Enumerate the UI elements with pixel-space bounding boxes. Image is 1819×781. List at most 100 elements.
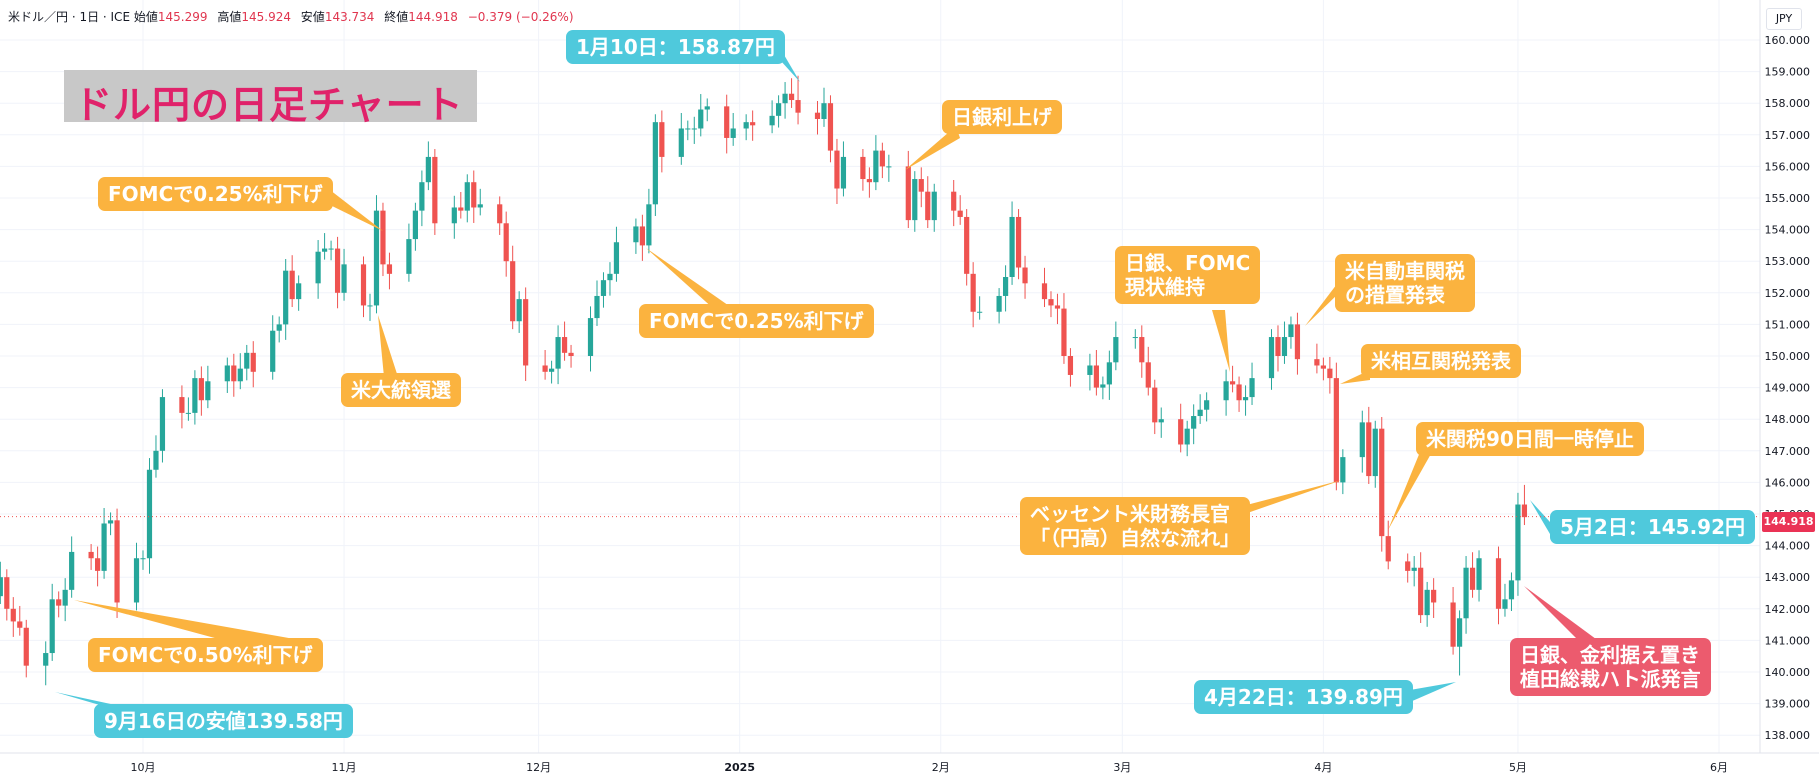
callout-pointer bbox=[646, 248, 735, 310]
candle-body bbox=[1456, 618, 1463, 647]
high-value: 145.924 bbox=[241, 10, 291, 24]
candle-body bbox=[646, 204, 652, 246]
candle-body bbox=[1327, 368, 1333, 379]
candle-body bbox=[250, 352, 256, 372]
candle-body bbox=[957, 210, 963, 217]
callout-pointer bbox=[780, 48, 800, 82]
candle-body bbox=[1067, 356, 1074, 375]
price-tick-label: 154.000 bbox=[1765, 224, 1811, 237]
candle-body bbox=[1340, 457, 1346, 483]
candle-body bbox=[334, 248, 341, 293]
price-tick-label: 147.000 bbox=[1765, 445, 1811, 458]
price-tick-label: 143.000 bbox=[1765, 571, 1811, 584]
callout-pointer bbox=[905, 126, 960, 170]
candle-body bbox=[685, 128, 691, 130]
candle-body bbox=[613, 242, 620, 274]
candle-body bbox=[1223, 381, 1229, 401]
time-tick-label: 4月 bbox=[1314, 761, 1332, 774]
candle-body bbox=[114, 520, 120, 603]
annotation-bessent: ベッセント米財務長官 「（円高）自然な流れ」 bbox=[1020, 497, 1250, 555]
candle-body bbox=[477, 204, 483, 208]
candle-body bbox=[775, 103, 782, 116]
candle-body bbox=[69, 551, 75, 590]
candle-body bbox=[873, 150, 879, 183]
candle-body bbox=[224, 365, 230, 382]
candle-body bbox=[10, 608, 16, 622]
candle-body bbox=[1418, 567, 1424, 616]
candle-body bbox=[406, 239, 412, 274]
candle-body bbox=[659, 122, 665, 157]
candle-body bbox=[639, 226, 645, 246]
candle-body bbox=[548, 368, 555, 372]
candle-body bbox=[1087, 365, 1093, 375]
time-tick-label: 2025 bbox=[724, 761, 755, 774]
annotation-fomc-050: FOMCで0.50%利下げ bbox=[88, 638, 323, 672]
candle-body bbox=[276, 324, 282, 331]
low-value: 143.734 bbox=[324, 10, 375, 24]
candle-body bbox=[1100, 384, 1106, 388]
candle-body bbox=[788, 93, 795, 101]
candle-body bbox=[1158, 419, 1164, 423]
candle-body bbox=[1191, 416, 1197, 429]
price-axis: 138.000 139.000 140.000 141.000 142.000 143.0… bbox=[1759, 0, 1819, 781]
candle-body bbox=[270, 330, 276, 372]
candle-body bbox=[1405, 561, 1411, 571]
candle-body bbox=[1106, 362, 1112, 385]
callout-pointer bbox=[1410, 682, 1456, 702]
candle-body bbox=[1372, 428, 1378, 477]
callout-pointer bbox=[378, 315, 398, 377]
candle-body bbox=[179, 397, 185, 413]
candle-body bbox=[827, 103, 834, 151]
price-tick-label: 151.000 bbox=[1765, 318, 1811, 331]
candle-body bbox=[1359, 422, 1365, 458]
candle-body bbox=[821, 103, 827, 119]
candle-body bbox=[678, 128, 684, 157]
candle-body bbox=[140, 558, 146, 560]
price-tick-label: 149.000 bbox=[1765, 382, 1811, 395]
low-label: 安値 bbox=[300, 10, 325, 24]
candle-body bbox=[1469, 567, 1476, 590]
candle-body bbox=[23, 627, 29, 666]
candle-body bbox=[977, 311, 983, 313]
candle-body bbox=[1204, 400, 1210, 410]
chart-title-box: ドル円の日足チャート bbox=[64, 70, 477, 127]
annotation-jan10-high: 1月10日：158.87円 bbox=[566, 30, 785, 64]
price-tick-label: 153.000 bbox=[1765, 255, 1811, 268]
candle-body bbox=[1450, 602, 1456, 647]
candle-body bbox=[1048, 299, 1054, 306]
candle-body bbox=[1229, 381, 1236, 385]
candle-body bbox=[795, 100, 801, 113]
annotation-fomc-025-dec: FOMCで0.25%利下げ bbox=[639, 304, 874, 338]
candle-body bbox=[497, 204, 503, 224]
annotation-boj-hike: 日銀利上げ bbox=[942, 100, 1062, 134]
chart-title: ドル円の日足チャート bbox=[74, 83, 464, 127]
candle-body bbox=[49, 599, 55, 654]
candle-body bbox=[840, 156, 847, 189]
candle-body bbox=[925, 191, 931, 221]
candle-body bbox=[568, 352, 574, 356]
candles bbox=[0, 75, 1528, 686]
price-tick-label: 138.000 bbox=[1765, 729, 1811, 742]
candle-body bbox=[1022, 267, 1028, 284]
candle-body bbox=[328, 248, 334, 250]
candle-body bbox=[996, 295, 1002, 312]
candle-body bbox=[1366, 422, 1372, 477]
price-tick-label: 146.000 bbox=[1765, 476, 1811, 489]
price-tick-label: 159.000 bbox=[1765, 66, 1811, 79]
candle-body bbox=[1061, 308, 1067, 356]
candle-body bbox=[159, 397, 166, 451]
currency-label[interactable]: JPY bbox=[1766, 8, 1802, 30]
candle-body bbox=[244, 352, 250, 369]
time-tick-label: 11月 bbox=[332, 761, 357, 774]
candle-body bbox=[1320, 365, 1326, 369]
time-tick-label: 5月 bbox=[1509, 761, 1527, 774]
change-value: −0.379 (−0.26%) bbox=[467, 10, 574, 24]
candle-body bbox=[691, 128, 697, 130]
candle-body bbox=[315, 251, 321, 284]
candle-body bbox=[412, 210, 418, 240]
candle-body bbox=[1093, 365, 1099, 388]
candle-body bbox=[432, 156, 438, 224]
candle-body bbox=[1385, 536, 1391, 562]
candle-body bbox=[231, 365, 237, 382]
